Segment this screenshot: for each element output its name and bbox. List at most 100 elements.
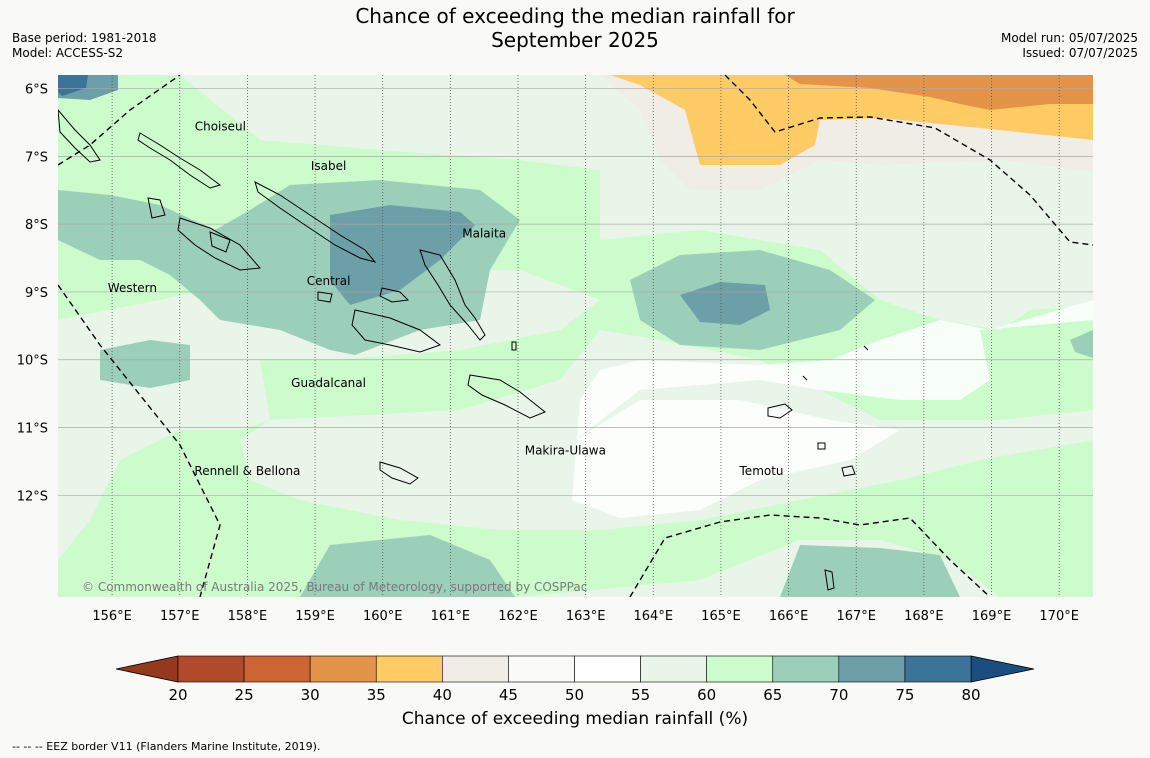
island-makira <box>467 374 546 419</box>
zone-70-75-central <box>330 205 475 305</box>
zone-30-35 <box>785 75 1093 110</box>
lon-label: 168°E <box>904 609 944 624</box>
colorbar-ticks: 20 25 30 35 40 45 50 55 60 65 70 75 80 <box>168 686 980 704</box>
lon-label: 159°E <box>295 609 335 624</box>
eez-border-ne <box>724 75 1093 246</box>
colorbar-swatch <box>177 655 245 683</box>
lat-label: 6°S <box>25 83 48 98</box>
region-label: Malaita <box>462 227 506 241</box>
island-florida <box>379 287 410 303</box>
region-label: Western <box>108 281 157 295</box>
colorbar-swatch <box>706 655 774 683</box>
island-rennell <box>379 461 419 485</box>
island-russell <box>317 291 333 303</box>
region-labels: Choiseul Isabel Malaita Western Central Guada… <box>108 120 784 478</box>
colorbar-swatches <box>115 655 1035 683</box>
lon-label: 170°E <box>1039 609 1079 624</box>
zone-65-70-south <box>300 535 515 597</box>
colorbar-swatch <box>574 655 641 683</box>
colorbar-tick: 35 <box>367 686 386 704</box>
base-period: Base period: 1981-2018 <box>12 31 157 45</box>
eez-footnote: -- -- -- EEZ border V11 (Flanders Marine… <box>12 740 321 753</box>
colorbar-swatch <box>838 655 906 683</box>
colorbar-tick: 50 <box>565 686 584 704</box>
zone-50-55-south <box>572 300 1093 518</box>
island-choiseul <box>137 132 222 189</box>
map-body <box>58 75 1093 597</box>
island-vanikoro <box>841 465 856 477</box>
colorbar-swatch <box>904 655 972 683</box>
region-label: Guadalcanal <box>291 376 366 390</box>
zone-75-80-nw <box>58 75 88 96</box>
title-line-1: Chance of exceeding the median rainfall … <box>355 4 795 28</box>
colorbar-tick: 30 <box>301 686 320 704</box>
eez-border-nw <box>58 75 181 166</box>
colorbar-swatch <box>508 655 575 683</box>
region-label: Temotu <box>739 464 784 478</box>
colorbar-label: Chance of exceeding median rainfall (%) <box>401 709 749 729</box>
island-torres <box>824 569 835 591</box>
island-duff <box>863 345 869 351</box>
copyright-notice: © Commonwealth of Australia 2025, Bureau… <box>82 580 588 594</box>
region-label: Makira-Ulawa <box>525 444 606 458</box>
lon-label: 161°E <box>431 609 471 624</box>
region-label: Choiseul <box>195 120 246 134</box>
lat-label: 7°S <box>25 150 48 165</box>
lon-label: 162°E <box>498 609 538 624</box>
meta-right: Model run: 05/07/2025 Issued: 07/07/2025 <box>1001 31 1138 61</box>
colorbar-tick: 60 <box>697 686 716 704</box>
lat-label: 11°S <box>17 422 48 437</box>
island-utupua <box>817 442 826 450</box>
zone-65-70-west <box>100 340 190 388</box>
lon-label: 169°E <box>972 609 1012 624</box>
map-title: Chance of exceeding the median rainfall … <box>0 4 1150 52</box>
lon-label: 158°E <box>228 609 268 624</box>
lon-label: 160°E <box>363 609 403 624</box>
colorbar-tick: 45 <box>499 686 518 704</box>
island-santa-cruz <box>767 403 793 419</box>
eez-borders <box>58 75 1093 597</box>
lat-label: 10°S <box>17 354 48 369</box>
colorbar-swatch <box>243 655 311 683</box>
region-label: Rennell & Bellona <box>194 464 300 478</box>
islands <box>58 109 869 591</box>
zone-65-70-far-east <box>1070 330 1093 358</box>
island-isabel <box>254 181 377 263</box>
model-name: Model: ACCESS-S2 <box>12 46 124 60</box>
island-kolombangara <box>209 231 231 253</box>
lat-label: 12°S <box>17 489 48 504</box>
colorbar-tick: 80 <box>961 686 980 704</box>
title-line-2: September 2025 <box>491 28 659 52</box>
colorbar-tick: 75 <box>895 686 914 704</box>
island-vella <box>147 197 166 219</box>
island-guadalcanal <box>351 309 442 353</box>
island-reef <box>802 375 808 381</box>
island-ulawa <box>511 341 517 351</box>
colorbar-tick: 65 <box>763 686 782 704</box>
colorbar-tick: 40 <box>433 686 452 704</box>
graticule <box>58 75 1093 597</box>
issued-date: Issued: 07/07/2025 <box>1022 46 1138 60</box>
lon-label: 156°E <box>92 609 132 624</box>
island-bougainville <box>58 109 101 163</box>
colorbar-over-arrow <box>970 655 1035 683</box>
zone-70-75-east <box>680 282 770 325</box>
rainfall-map: 156°E 157°E 158°E 159°E 160°E 161°E 162°E 163°E… <box>17 75 1093 624</box>
colorbar-swatch <box>309 655 377 683</box>
colorbar-swatch <box>442 655 509 683</box>
meta-left: Base period: 1981-2018 Model: ACCESS-S2 <box>12 31 157 61</box>
colorbar-tick: 20 <box>168 686 187 704</box>
colorbar-tick: 25 <box>235 686 254 704</box>
lat-label: 8°S <box>25 218 48 233</box>
colorbar-swatch <box>772 655 840 683</box>
lon-label: 166°E <box>769 609 809 624</box>
lon-label: 157°E <box>160 609 200 624</box>
colorbar-swatch <box>375 655 443 683</box>
axis-labels: 156°E 157°E 158°E 159°E 160°E 161°E 162°E 163°E… <box>17 83 1079 624</box>
island-malaita <box>419 249 486 341</box>
lon-label: 164°E <box>634 609 674 624</box>
colorbar-swatch <box>640 655 707 683</box>
model-run-date: Model run: 05/07/2025 <box>1000 31 1138 45</box>
lat-label: 9°S <box>25 286 48 301</box>
lon-label: 167°E <box>836 609 876 624</box>
